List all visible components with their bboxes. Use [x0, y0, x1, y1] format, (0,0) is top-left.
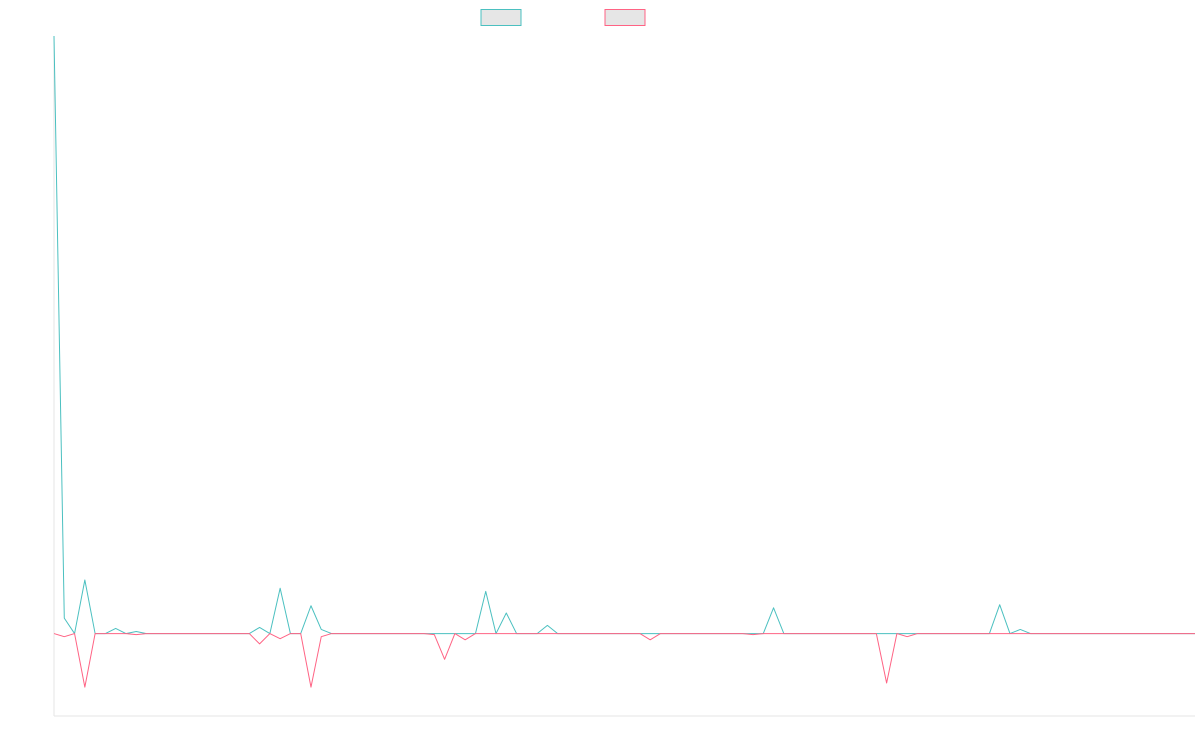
legend-item-series-2[interactable] — [604, 9, 646, 26]
series-line-1 — [53, 35, 1195, 635]
legend-swatch-series-1 — [480, 9, 522, 26]
legend-item-series-1[interactable] — [480, 9, 522, 26]
series-line-2 — [53, 633, 1195, 688]
legend-swatch-series-2 — [604, 9, 646, 26]
series-layer — [53, 35, 1195, 688]
legend — [480, 9, 646, 26]
axes — [53, 36, 1195, 717]
